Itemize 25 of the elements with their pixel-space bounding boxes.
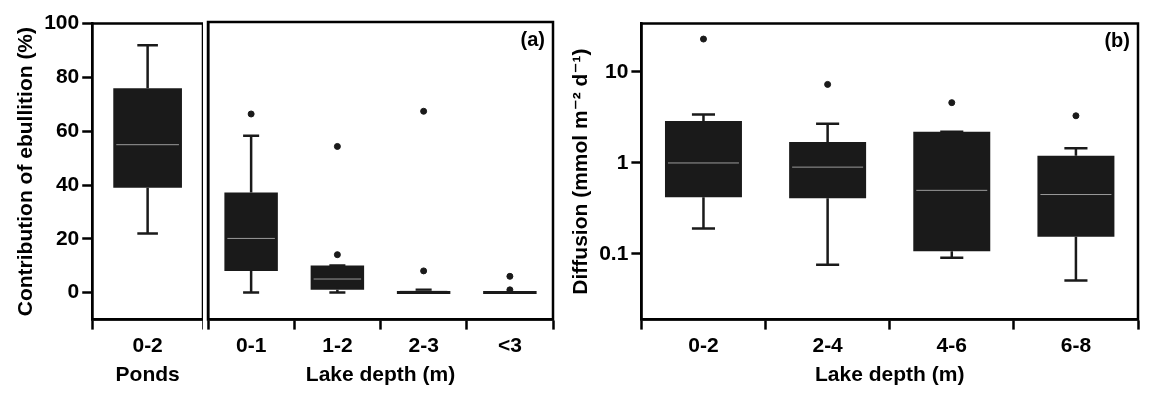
y-tick-label: 1 bbox=[616, 149, 629, 173]
x-axis-title: Lake depth (m) bbox=[815, 362, 965, 386]
x-axis-title: Lake depth (m) bbox=[305, 362, 456, 386]
y-tick-label: 60 bbox=[55, 118, 80, 142]
annotation: (a) bbox=[520, 27, 545, 50]
y-tick-label: 10 bbox=[605, 58, 629, 82]
x-tick-label: 0-2 bbox=[688, 333, 719, 356]
y-axis-title: Contribution of ebullition (%) bbox=[13, 26, 37, 317]
y-axis-title: Diffusion (mmol m⁻² d⁻¹) bbox=[568, 48, 592, 295]
x-tick-label: 2-3 bbox=[408, 333, 439, 356]
x-axis-title: Ponds bbox=[115, 362, 180, 386]
x-tick-label: 0-2 bbox=[132, 333, 163, 356]
y-tick-label: 80 bbox=[55, 64, 80, 88]
x-tick-label: <3 bbox=[497, 333, 522, 356]
x-tick-label: 1-2 bbox=[322, 333, 353, 356]
y-tick-label: 100 bbox=[44, 10, 80, 34]
y-tick-label: 40 bbox=[55, 171, 80, 195]
x-tick-label: 4-6 bbox=[936, 333, 967, 356]
y-tick-label: 0.1 bbox=[599, 240, 629, 264]
x-tick-label: 6-8 bbox=[1060, 333, 1092, 356]
y-tick-label: 20 bbox=[55, 225, 80, 249]
annotation: (b) bbox=[1104, 29, 1130, 52]
x-tick-label: 2-4 bbox=[812, 333, 844, 356]
x-tick-label: 0-1 bbox=[235, 333, 267, 356]
y-tick-label: 0 bbox=[67, 279, 80, 303]
